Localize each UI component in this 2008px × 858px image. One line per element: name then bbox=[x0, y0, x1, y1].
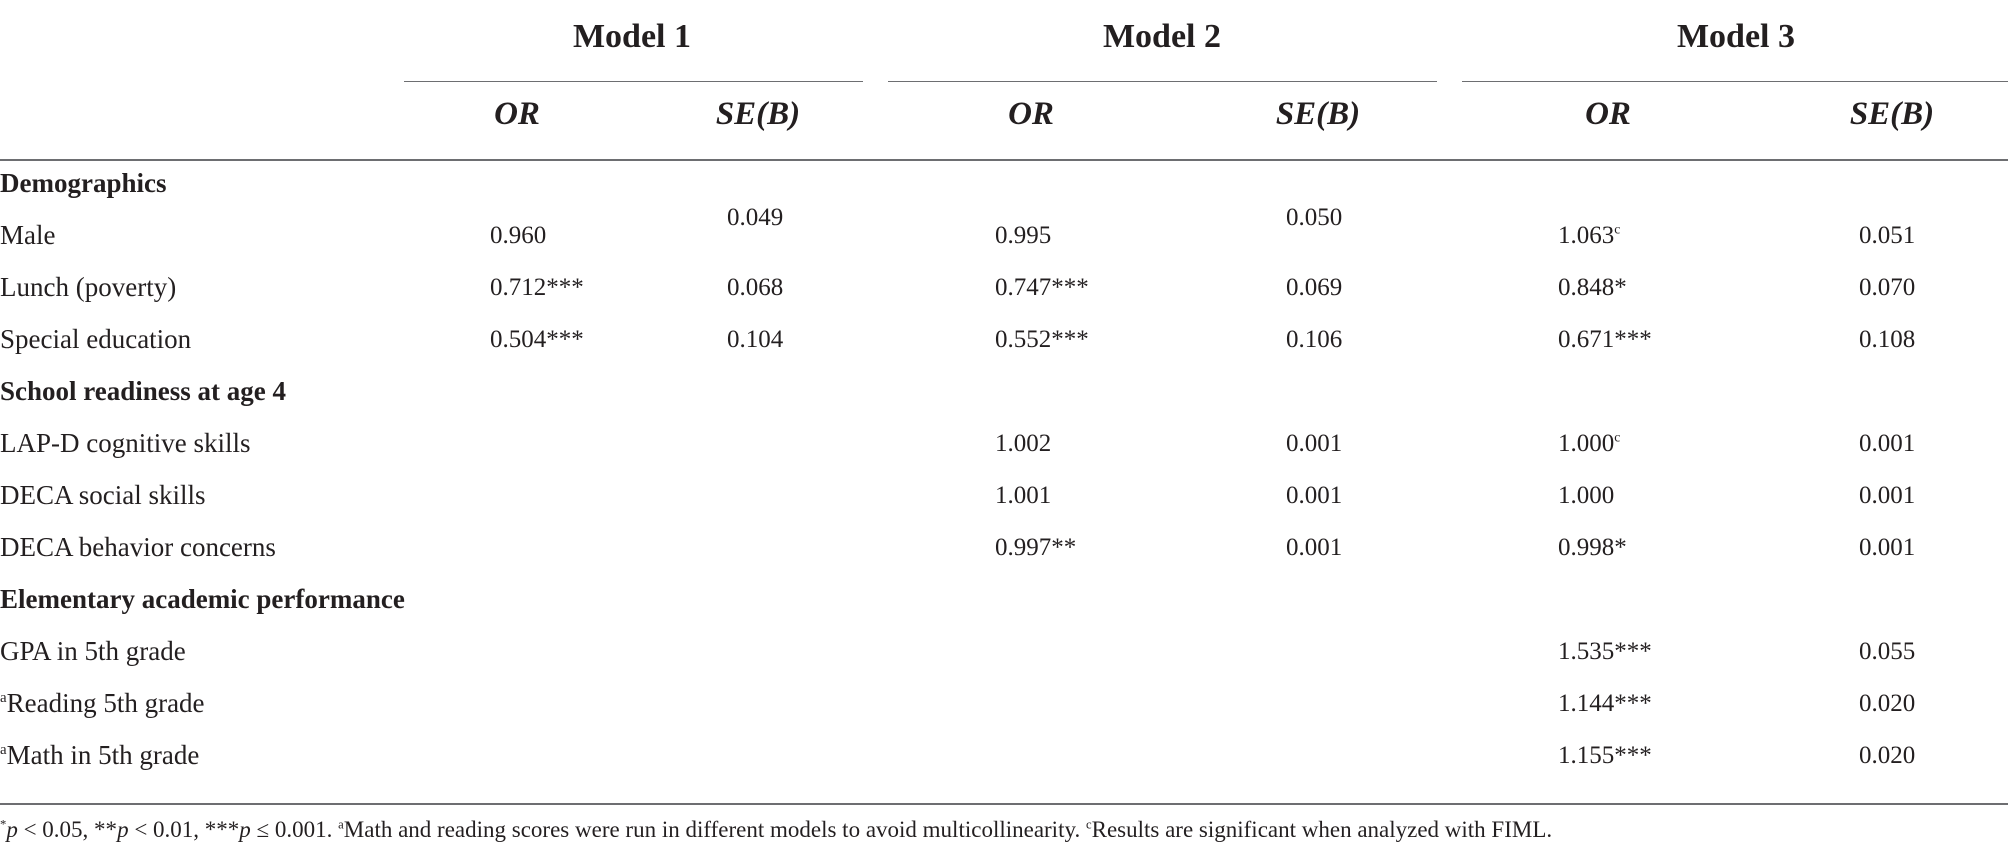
cell-male-m3-or: 1.063c bbox=[1558, 222, 1620, 250]
cell-lapd-m2-or: 1.002 bbox=[995, 430, 1052, 457]
fn-a-text: Math and reading scores were run in diff… bbox=[343, 817, 1086, 842]
cell-lapd-m3-or-sup: c bbox=[1614, 429, 1621, 445]
fn-a-mark: a bbox=[338, 817, 344, 832]
fn-t1: < 0.05, ** bbox=[17, 817, 118, 842]
model-1-or-header: OR bbox=[494, 96, 540, 132]
model-2-header: Model 2 bbox=[1102, 18, 1222, 55]
cell-lunch-m2-or: 0.747*** bbox=[995, 274, 1089, 301]
cell-gpa-m3-se: 0.055 bbox=[1859, 638, 1916, 665]
cell-male-m3-or-value: 1.063 bbox=[1558, 222, 1615, 249]
cell-deca-behavior-m3-se: 0.001 bbox=[1859, 534, 1916, 561]
row-label-lapd: LAP-D cognitive skills bbox=[0, 428, 251, 458]
cell-deca-behavior-m3-or: 0.998* bbox=[1558, 534, 1627, 561]
model-2-underline bbox=[888, 81, 1437, 82]
section-school-readiness: School readiness at age 4 bbox=[0, 376, 287, 406]
cell-male-m3-se: 0.051 bbox=[1859, 222, 1916, 249]
row-label-male: Male bbox=[0, 220, 56, 250]
row-label-math: aMath in 5th grade bbox=[0, 740, 199, 771]
row-label-special-education: Special education bbox=[0, 324, 192, 354]
fn-c-mark: c bbox=[1085, 817, 1092, 832]
model-2-or-header: OR bbox=[1008, 96, 1054, 132]
model-1-header: Model 1 bbox=[572, 18, 692, 55]
model-3-underline bbox=[1462, 81, 2008, 82]
header-rule bbox=[0, 159, 2008, 161]
cell-lunch-m3-se: 0.070 bbox=[1859, 274, 1916, 301]
cell-lapd-m3-or-value: 1.000 bbox=[1558, 430, 1615, 457]
fn-c-text: Results are significant when analyzed wi… bbox=[1091, 817, 1553, 842]
fn-p1: p bbox=[6, 817, 18, 842]
cell-gpa-m3-or: 1.535*** bbox=[1558, 638, 1652, 665]
cell-sped-m3-se: 0.108 bbox=[1859, 326, 1916, 353]
fn-star: * bbox=[0, 817, 7, 832]
cell-male-m1-or: 0.960 bbox=[490, 222, 547, 249]
cell-reading-m3-or: 1.144*** bbox=[1558, 690, 1652, 717]
cell-deca-behavior-m2-or: 0.997** bbox=[995, 534, 1077, 561]
model-3-header: Model 3 bbox=[1676, 18, 1796, 55]
model-1-underline bbox=[404, 81, 863, 82]
cell-male-m1-se: 0.049 bbox=[727, 204, 784, 231]
fn-t3: ≤ 0.001. bbox=[250, 817, 339, 842]
model-1-se-header: SE(B) bbox=[715, 96, 801, 132]
cell-reading-m3-se: 0.020 bbox=[1859, 690, 1916, 717]
cell-sped-m3-or: 0.671*** bbox=[1558, 326, 1652, 353]
footer-rule bbox=[0, 803, 2008, 805]
cell-male-m2-or: 0.995 bbox=[995, 222, 1052, 249]
cell-lapd-m3-se: 0.001 bbox=[1859, 430, 1916, 457]
row-label-reading: aReading 5th grade bbox=[0, 688, 205, 719]
cell-lunch-m3-or: 0.848* bbox=[1558, 274, 1627, 301]
model-3-or-header: OR bbox=[1585, 96, 1631, 132]
row-label-math-mark: a bbox=[0, 742, 7, 758]
model-2-se-header: SE(B) bbox=[1275, 96, 1361, 132]
cell-male-m3-or-sup: c bbox=[1614, 221, 1621, 237]
row-label-lunch: Lunch (poverty) bbox=[0, 272, 177, 302]
table-footnote: *p < 0.05, **p < 0.01, ***p ≤ 0.001. aMa… bbox=[0, 817, 1552, 843]
cell-lunch-m1-se: 0.068 bbox=[727, 274, 784, 301]
cell-deca-social-m3-or: 1.000 bbox=[1558, 482, 1615, 509]
cell-sped-m1-se: 0.104 bbox=[727, 326, 784, 353]
cell-male-m2-se: 0.050 bbox=[1286, 204, 1343, 231]
cell-math-m3-se: 0.020 bbox=[1859, 742, 1916, 769]
cell-sped-m2-se: 0.106 bbox=[1286, 326, 1343, 353]
model-3-se-header: SE(B) bbox=[1849, 96, 1935, 132]
row-label-deca-social: DECA social skills bbox=[0, 480, 206, 510]
row-label-reading-mark: a bbox=[0, 690, 7, 706]
cell-lunch-m2-se: 0.069 bbox=[1286, 274, 1343, 301]
row-label-reading-text: Reading 5th grade bbox=[6, 688, 205, 718]
cell-deca-social-m2-se: 0.001 bbox=[1286, 482, 1343, 509]
row-label-deca-behavior: DECA behavior concerns bbox=[0, 532, 276, 562]
section-elementary-performance: Elementary academic performance bbox=[0, 584, 405, 614]
fn-p3: p bbox=[239, 817, 251, 842]
cell-lapd-m3-or: 1.000c bbox=[1558, 430, 1620, 458]
cell-deca-behavior-m2-se: 0.001 bbox=[1286, 534, 1343, 561]
cell-deca-social-m2-or: 1.001 bbox=[995, 482, 1052, 509]
section-demographics: Demographics bbox=[0, 168, 167, 198]
row-label-gpa: GPA in 5th grade bbox=[0, 636, 186, 666]
cell-lunch-m1-or: 0.712*** bbox=[490, 274, 584, 301]
cell-lapd-m2-se: 0.001 bbox=[1286, 430, 1343, 457]
row-label-math-text: Math in 5th grade bbox=[6, 740, 200, 770]
cell-sped-m2-or: 0.552*** bbox=[995, 326, 1089, 353]
cell-math-m3-or: 1.155*** bbox=[1558, 742, 1652, 769]
fn-t2: < 0.01, *** bbox=[128, 817, 240, 842]
fn-p2: p bbox=[117, 817, 129, 842]
cell-deca-social-m3-se: 0.001 bbox=[1859, 482, 1916, 509]
cell-sped-m1-or: 0.504*** bbox=[490, 326, 584, 353]
